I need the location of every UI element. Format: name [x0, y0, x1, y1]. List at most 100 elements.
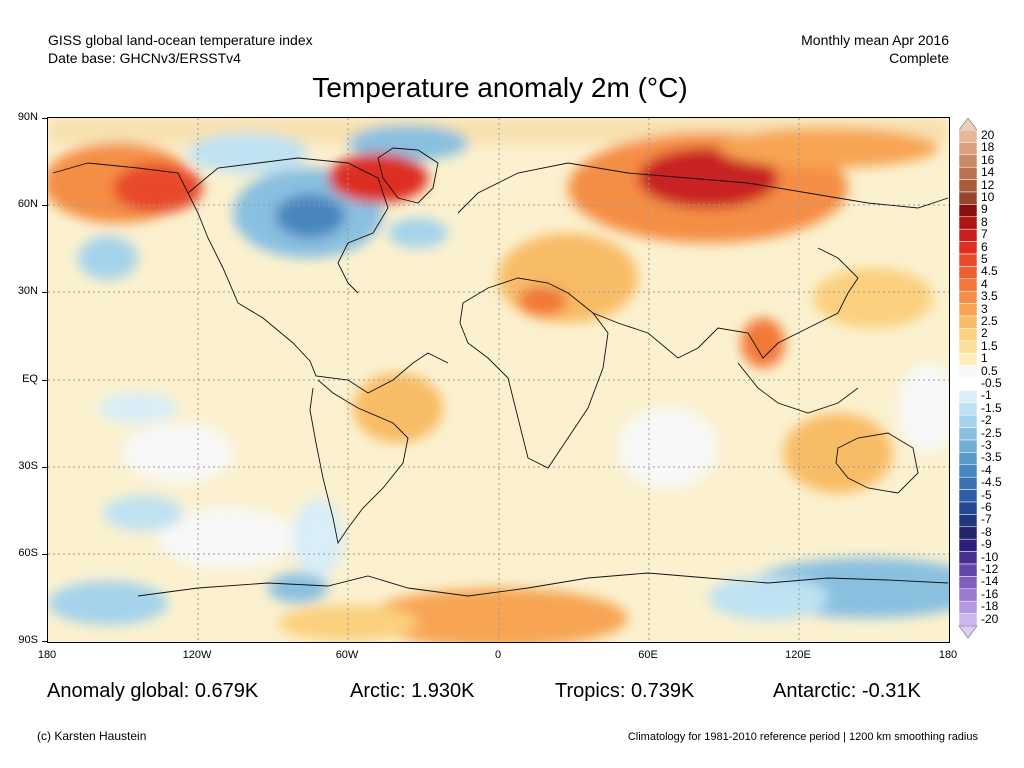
- lat-label-90s: 90S: [18, 634, 38, 646]
- colorbar-label: -12: [981, 562, 999, 576]
- colorbar-label: -8: [981, 524, 992, 539]
- stat-arctic: Arctic: 1.930K: [350, 680, 475, 702]
- colorbar-cell: [959, 452, 977, 466]
- colorbar-label: 8: [981, 214, 988, 229]
- colorbar-label: -18: [981, 599, 999, 614]
- colorbar-label: 12: [981, 177, 995, 192]
- colorbar-label: -3.5: [981, 450, 1002, 465]
- status-label: Complete: [889, 50, 949, 66]
- colorbar-cells: [959, 118, 977, 639]
- colorbar-bottom-cap: [959, 625, 977, 639]
- colorbar-cell: [959, 514, 977, 528]
- colorbar-cell: [959, 588, 977, 602]
- colorbar-cell: [959, 328, 977, 342]
- lat-tick: [42, 380, 47, 381]
- colorbar-cell: [959, 228, 977, 242]
- colorbar-label: -2.5: [981, 425, 1002, 440]
- stat-antarctic: Antarctic: -0.31K: [773, 680, 921, 702]
- colorbar-label: -1.5: [981, 400, 1002, 415]
- colorbar-label: 4.5: [981, 264, 998, 279]
- colorbar-cell: [959, 439, 977, 453]
- colorbar-label: -2: [981, 413, 992, 428]
- anomaly-fields: [48, 118, 949, 642]
- lon-label-60e: 60E: [638, 649, 658, 661]
- lat-label-90n: 90N: [17, 111, 38, 123]
- lat-label-30s: 30S: [18, 460, 38, 472]
- colorbar-cell: [959, 191, 977, 205]
- colorbar-label: 1.5: [981, 338, 998, 353]
- lon-label-60w: 60W: [335, 649, 359, 661]
- dataset-name: GISS global land-ocean temperature index: [48, 32, 313, 48]
- lat-label-60n: 60N: [17, 198, 38, 210]
- colorbar-label: 18: [981, 140, 995, 155]
- colorbar-cell: [959, 166, 977, 180]
- colorbar-label: 2.5: [981, 314, 998, 328]
- colorbar-cell: [959, 290, 977, 304]
- colorbar-cell: [959, 501, 977, 515]
- colorbar-label: -3: [981, 438, 992, 452]
- stat-global: Anomaly global: 0.679K: [47, 680, 259, 702]
- colorbar-cell: [959, 377, 977, 391]
- colorbar-cell: [959, 476, 977, 490]
- colorbar-label: 1: [981, 351, 988, 366]
- lat-tick: [42, 292, 47, 293]
- lat-label-30n: 30N: [17, 285, 38, 297]
- colorbar-cell: [959, 253, 977, 267]
- colorbar-label: -0.5: [981, 376, 1002, 390]
- colorbar-cell: [959, 266, 977, 280]
- lon-label-120e: 120E: [785, 649, 811, 661]
- colorbar-cell: [959, 352, 977, 366]
- lat-tick: [42, 118, 47, 119]
- colorbar-label: 10: [981, 190, 995, 204]
- coastlines: [52, 147, 949, 597]
- colorbar-cell: [959, 538, 977, 552]
- colorbar-cell: [959, 365, 977, 379]
- lat-tick: [42, 467, 47, 468]
- colorbar-label: 7: [981, 227, 988, 242]
- colorbar-cell: [959, 576, 977, 590]
- colorbar-cell: [959, 414, 977, 428]
- lat-label-60s: 60S: [18, 547, 38, 559]
- colorbar-label: -5: [981, 487, 992, 502]
- colorbar-label: -1: [981, 388, 992, 403]
- colorbar-cell: [959, 427, 977, 441]
- colorbar-label: 14: [981, 165, 995, 180]
- lon-label-180e: 180: [938, 649, 958, 661]
- map-gridlines: [48, 118, 949, 642]
- colorbar-cell: [959, 563, 977, 577]
- colorbar-cell: [959, 216, 977, 230]
- lon-label-0: 0: [494, 649, 502, 661]
- lat-tick: [42, 554, 47, 555]
- colorbar-cell: [959, 179, 977, 193]
- colorbar-cell: [959, 278, 977, 292]
- colorbar-label: -20: [981, 611, 999, 626]
- colorbar-label: 0.5: [981, 363, 998, 378]
- colorbar-label: -14: [981, 574, 999, 589]
- colorbar-cell: [959, 526, 977, 540]
- header-right: Monthly mean Apr 2016 Complete: [801, 31, 949, 67]
- colorbar-label: 6: [981, 239, 988, 254]
- colorbar-cell: [959, 154, 977, 168]
- colorbar-cell: [959, 464, 977, 478]
- colorbar-cell: [959, 600, 977, 614]
- credit-text: (c) Karsten Haustein: [37, 729, 147, 743]
- colorbar-label: -9: [981, 537, 992, 552]
- colorbar-cell: [959, 390, 977, 404]
- colorbar-cell: [959, 613, 977, 627]
- colorbar-cell: [959, 489, 977, 503]
- colorbar-label: -6: [981, 500, 992, 514]
- database-name: Date base: GHCNv3/ERSSTv4: [48, 50, 241, 66]
- colorbar-label: 16: [981, 152, 995, 167]
- lon-label-180w: 180: [37, 649, 57, 661]
- colorbar-label: -4.5: [981, 475, 1002, 490]
- colorbar-label: 3.5: [981, 289, 998, 304]
- lat-tick: [42, 641, 47, 642]
- colorbar-label: 2: [981, 326, 988, 341]
- colorbar-cell: [959, 402, 977, 416]
- lon-label-120w: 120W: [182, 649, 212, 661]
- colorbar-cell: [959, 551, 977, 565]
- colorbar-cell: [959, 340, 977, 354]
- header-left: GISS global land-ocean temperature index…: [48, 31, 313, 67]
- colorbar-label: 20: [981, 128, 995, 142]
- colorbar-cell: [959, 142, 977, 156]
